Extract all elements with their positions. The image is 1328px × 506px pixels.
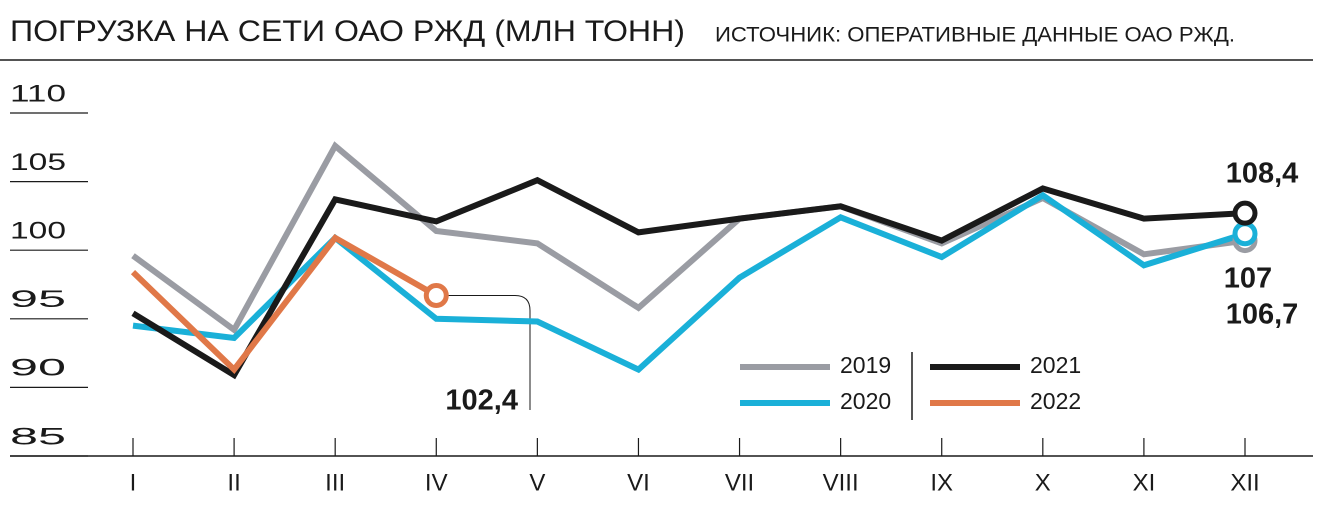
series-line	[130, 233, 438, 375]
legend-label: 2019	[840, 352, 891, 378]
y-tick-label: 110	[10, 80, 66, 107]
series-line	[131, 141, 1246, 335]
x-tick-label: XI	[1133, 469, 1156, 496]
end-marker	[1232, 221, 1258, 247]
x-tick-label: VIII	[823, 469, 859, 496]
annotation: 107	[1224, 263, 1272, 295]
x-tick-label: VI	[627, 469, 650, 496]
leader-line	[448, 294, 531, 410]
x-tick-label: V	[529, 469, 545, 496]
y-tick-label: 105	[10, 149, 66, 176]
x-tick-label: II	[227, 469, 240, 496]
legend-label: 2021	[1030, 352, 1081, 378]
x-tick-label: IX	[930, 469, 953, 496]
y-tick-label: 90	[10, 355, 66, 382]
legend-label: 2022	[1030, 388, 1081, 414]
annotation: 108,4	[1226, 158, 1299, 190]
y-tick-label: 95	[10, 286, 66, 313]
x-tick-label: I	[130, 469, 137, 496]
x-tick-label: X	[1035, 469, 1051, 496]
chart-subtitle: ИСТОЧНИК: ОПЕРАТИВНЫЕ ДАННЫЕ ОАО РЖД.	[715, 24, 1235, 47]
legend-label: 2020	[840, 388, 891, 414]
x-tick-label: VII	[725, 469, 754, 496]
chart-title: ПОГРУЗКА НА СЕТИ ОАО РЖД (МЛН ТОНН)	[10, 15, 685, 48]
annotation: 106,7	[1226, 299, 1299, 331]
annotation: 102,4	[445, 385, 518, 417]
series-line	[132, 191, 1246, 374]
x-tick-label: XII	[1230, 469, 1259, 496]
series-line	[131, 176, 1246, 380]
end-marker	[423, 282, 449, 308]
end-marker	[1232, 200, 1258, 226]
x-tick-label: IV	[425, 469, 448, 496]
y-tick-label: 100	[10, 218, 66, 245]
y-tick-label: 85	[10, 423, 66, 450]
x-tick-label: III	[325, 469, 345, 496]
